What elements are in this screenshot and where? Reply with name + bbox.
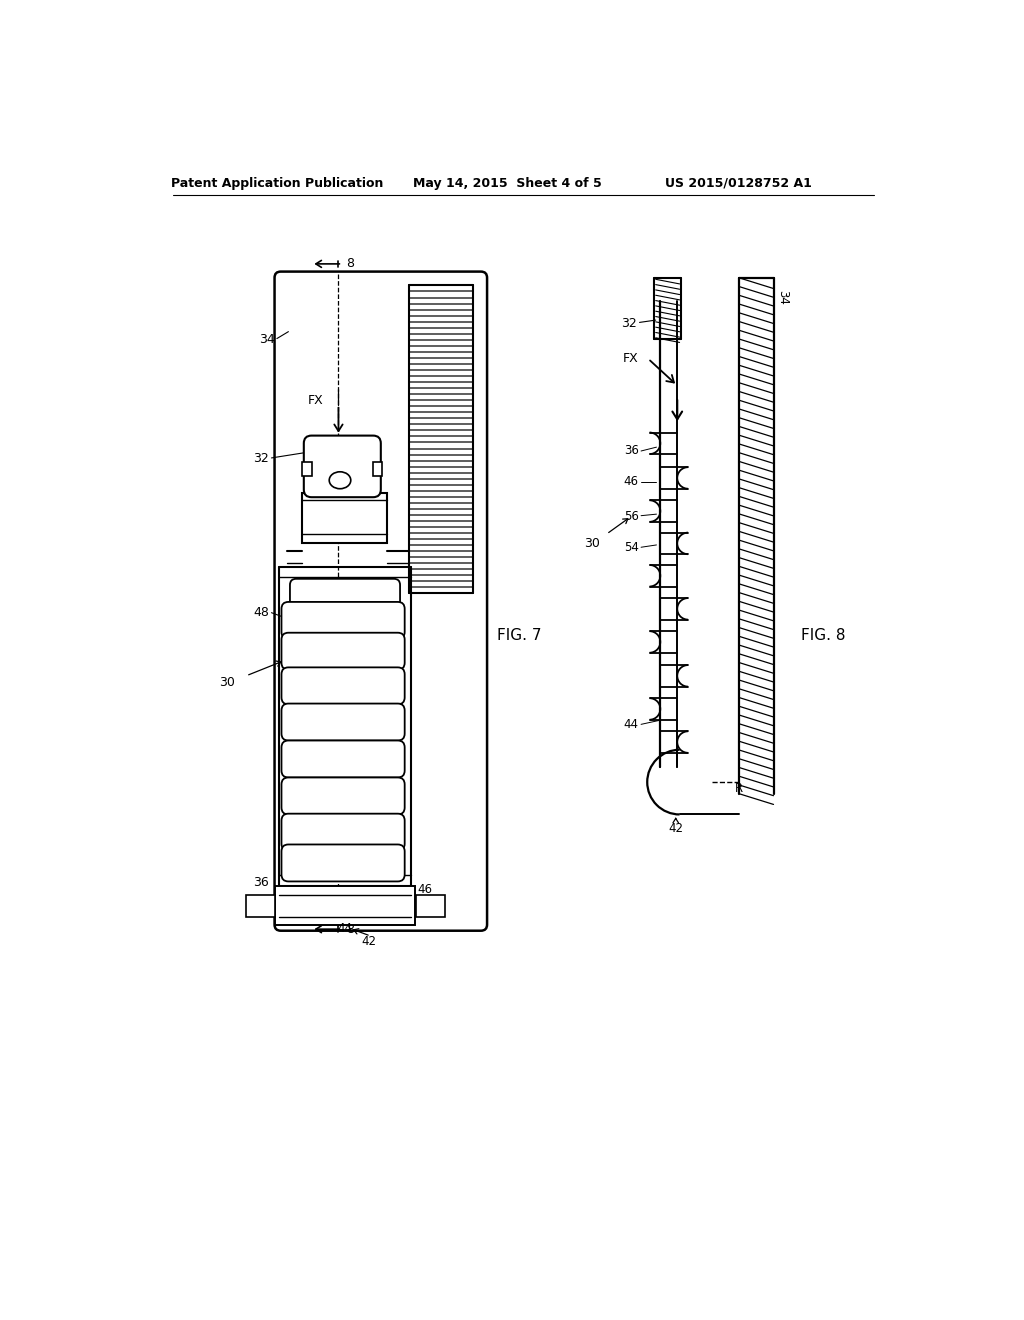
Text: 30: 30 (219, 676, 234, 689)
Text: FX: FX (623, 352, 639, 366)
Text: 8: 8 (346, 923, 354, 936)
Text: May 14, 2015  Sheet 4 of 5: May 14, 2015 Sheet 4 of 5 (414, 177, 602, 190)
FancyBboxPatch shape (282, 741, 404, 777)
Text: 8: 8 (346, 257, 354, 271)
FancyBboxPatch shape (282, 845, 404, 882)
Text: 34: 34 (259, 333, 274, 346)
Ellipse shape (330, 471, 351, 488)
Text: US 2015/0128752 A1: US 2015/0128752 A1 (666, 177, 812, 190)
Text: 32: 32 (253, 453, 269, 465)
FancyBboxPatch shape (304, 436, 381, 498)
Text: FX: FX (307, 395, 324, 408)
Text: 44: 44 (624, 718, 639, 731)
Text: 36: 36 (253, 875, 269, 888)
Text: 44: 44 (338, 921, 352, 935)
FancyBboxPatch shape (282, 632, 404, 669)
Text: 36: 36 (624, 445, 639, 458)
FancyBboxPatch shape (282, 602, 404, 639)
Bar (373, 462, 382, 475)
Bar (416, 895, 445, 917)
Text: R: R (735, 781, 743, 795)
Text: FIG. 7: FIG. 7 (498, 628, 542, 643)
Text: 48: 48 (253, 606, 269, 619)
Text: 42: 42 (361, 935, 377, 948)
Text: 34: 34 (776, 289, 790, 305)
FancyBboxPatch shape (282, 704, 404, 741)
Text: 56: 56 (624, 510, 639, 523)
FancyBboxPatch shape (290, 579, 400, 609)
FancyBboxPatch shape (282, 813, 404, 850)
Text: FIG. 8: FIG. 8 (802, 628, 846, 643)
Text: 46: 46 (624, 475, 639, 488)
Text: 46: 46 (417, 883, 432, 896)
Text: 54: 54 (624, 541, 639, 554)
FancyBboxPatch shape (274, 272, 487, 931)
FancyBboxPatch shape (282, 668, 404, 705)
Bar (302, 494, 387, 544)
Text: 32: 32 (622, 317, 637, 330)
Bar (275, 886, 415, 924)
FancyBboxPatch shape (282, 777, 404, 814)
Text: 30: 30 (585, 537, 600, 550)
Bar (246, 895, 275, 917)
Text: 42: 42 (669, 822, 683, 834)
Bar (302, 462, 311, 475)
Text: Patent Application Publication: Patent Application Publication (171, 177, 383, 190)
